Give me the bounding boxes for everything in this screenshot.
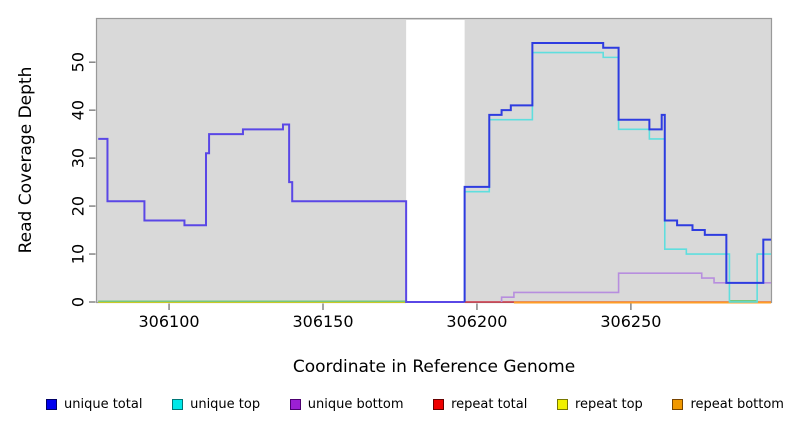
legend-swatch-unique-total bbox=[46, 399, 57, 410]
y-tick-label: 10 bbox=[69, 244, 88, 264]
legend-item-repeat-top: repeat top bbox=[557, 397, 643, 412]
legend-swatch-repeat-top bbox=[557, 399, 568, 410]
legend-label: unique top bbox=[190, 397, 261, 412]
legend-item-unique-total: unique total bbox=[46, 397, 142, 412]
legend-label: repeat top bbox=[575, 397, 643, 412]
legend-swatch-unique-bottom bbox=[289, 399, 301, 410]
y-tick-label: 0 bbox=[69, 297, 88, 307]
series-line-6-unique-bottom bbox=[500, 272, 771, 302]
x-tick-label: 306250 bbox=[600, 312, 661, 331]
x-axis-label: Coordinate in Reference Genome bbox=[292, 357, 576, 377]
legend-item-unique-top: unique top bbox=[172, 397, 260, 412]
legend-swatch-repeat-bottom bbox=[672, 399, 684, 410]
legend-label: repeat bottom bbox=[690, 397, 784, 412]
legend-label: repeat total bbox=[451, 397, 528, 412]
series-line-8-unique-total bbox=[463, 41, 771, 302]
legend-swatch-repeat-total bbox=[433, 399, 445, 410]
y-tick-label: 50 bbox=[69, 52, 88, 72]
legend-label: unique total bbox=[64, 397, 143, 412]
no-data-gap bbox=[406, 20, 465, 305]
x-tick-label: 306200 bbox=[446, 312, 507, 331]
legend-item-unique-bottom: unique bottom bbox=[289, 397, 404, 412]
legend-item-repeat-bottom: repeat bottom bbox=[672, 397, 784, 412]
legend-swatch-unique-top bbox=[172, 399, 184, 410]
legend-item-repeat-total: repeat total bbox=[433, 397, 527, 412]
y-tick-label: 20 bbox=[69, 196, 88, 216]
coverage-chart: 306100 306150 306200 306250 0 10 20 30 40 50 bbox=[69, 17, 773, 331]
legend: unique total unique top unique bottom repea… bbox=[46, 397, 784, 412]
x-tick-label: 306150 bbox=[292, 312, 353, 331]
x-tick-label: 306100 bbox=[139, 312, 200, 331]
y-tick-label: 30 bbox=[69, 148, 88, 168]
series-line-5-unique-total-unique-bottom-coincident-renders-violet- bbox=[98, 123, 465, 303]
y-tick-label: 40 bbox=[69, 100, 88, 120]
legend-label: unique bottom bbox=[307, 397, 404, 412]
y-axis-label: Read Coverage Depth bbox=[16, 66, 36, 254]
